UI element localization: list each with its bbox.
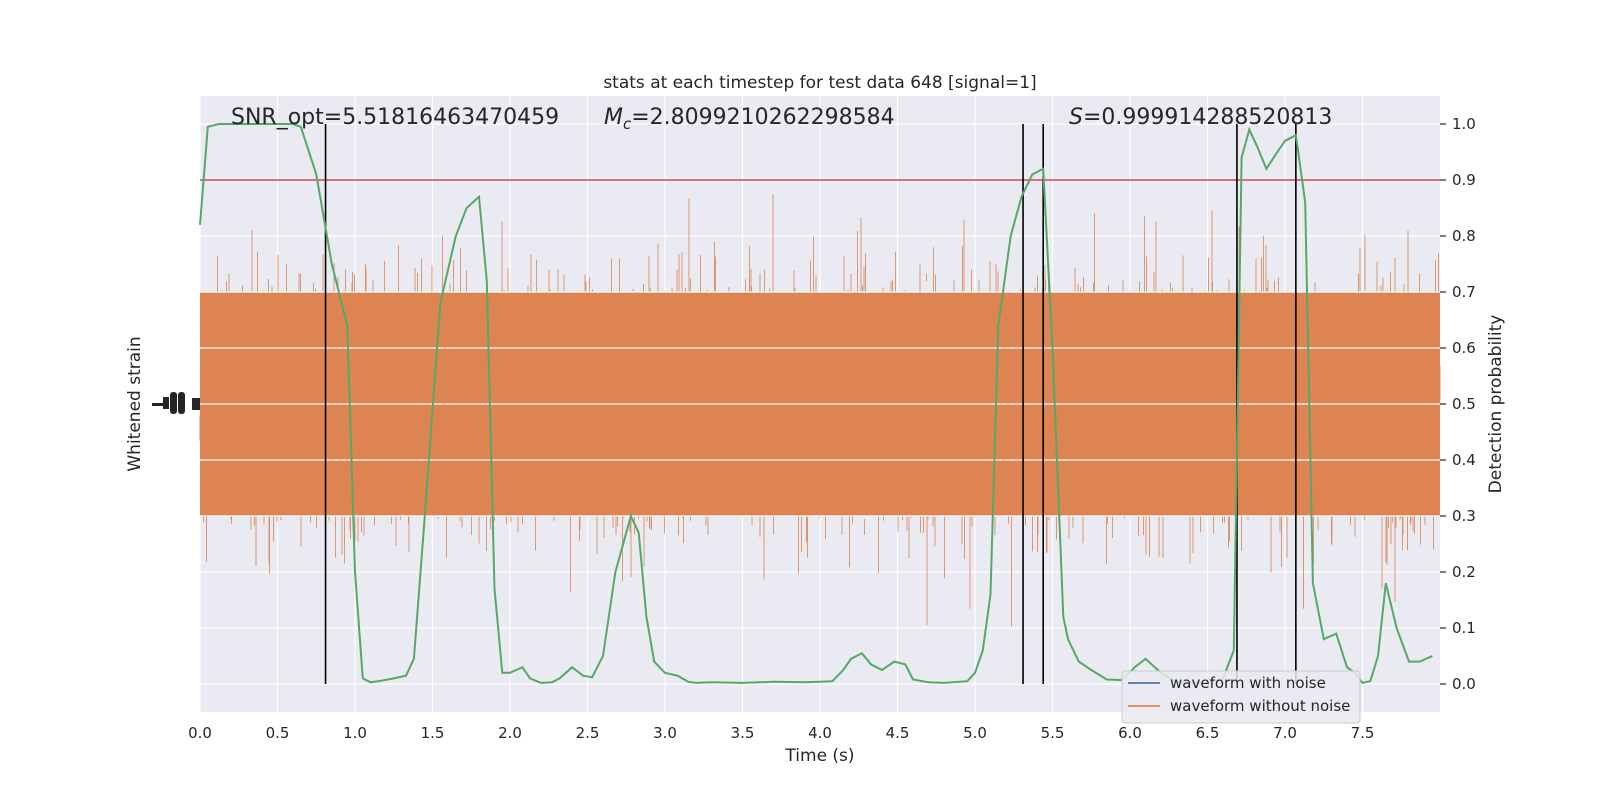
x-tick-label: 6.0 (1118, 724, 1142, 742)
x-tick-label: 7.5 (1351, 724, 1375, 742)
x-tick-label: 0.0 (188, 724, 212, 742)
y-tick-label: 0.6 (1452, 339, 1476, 357)
x-tick-label: 7.0 (1273, 724, 1297, 742)
x-tick-label: 0.5 (266, 724, 290, 742)
x-tick-label: 3.0 (653, 724, 677, 742)
legend-box (1121, 670, 1361, 724)
x-tick-label: 1.0 (343, 724, 367, 742)
x-tick-label: 1.5 (421, 724, 445, 742)
y-axis-label-left: Whitened strain (125, 336, 145, 471)
y-tick-label: 0.4 (1452, 451, 1476, 469)
y-tick-label: 0.3 (1452, 507, 1476, 525)
y-tick-label: 0.2 (1452, 563, 1476, 581)
y-tick-label: 0.7 (1452, 283, 1476, 301)
chirp-mass-subscript: c (623, 115, 632, 133)
chirp-mass-value: =2.8099210262298584 (631, 105, 894, 130)
x-tick-label: 3.5 (731, 724, 755, 742)
whitened-strain-series (199, 194, 1441, 627)
detection-probability-series (199, 123, 1433, 685)
left-tick-mark (152, 403, 164, 406)
chirp-mass-symbol: M (604, 105, 623, 130)
left-tick-mark (178, 392, 185, 414)
x-tick-label: 6.5 (1196, 724, 1220, 742)
legend-label-with-noise: waveform with noise (1170, 674, 1326, 692)
x-tick-label: 2.5 (576, 724, 600, 742)
detection-probability-line (199, 123, 1433, 685)
vertical-lines (324, 124, 1297, 684)
x-tick-label: 4.0 (808, 724, 832, 742)
left-tick-mark (163, 397, 169, 409)
chart-title: stats at each timestep for test data 648… (603, 73, 1036, 93)
x-axis-label: Time (s) (784, 746, 854, 766)
score-symbol: S (1069, 105, 1083, 130)
chirp-mass-annotation: Mc=2.8099210262298584 (604, 105, 895, 133)
snr-annotation: SNR_opt=5.51816463470459 (231, 105, 559, 130)
left-tick-mark (192, 398, 200, 410)
y-tick-label: 1.0 (1452, 115, 1476, 133)
y-tick-labels: 0.0 0.1 0.2 0.3 0.4 0.5 0.6 0.7 0.8 0.9 1.0 (1440, 115, 1476, 693)
left-tick-mark (170, 392, 177, 414)
y-tick-label: 0.5 (1452, 395, 1476, 413)
left-axis-marks (152, 392, 200, 414)
y-tick-label: 0.0 (1452, 675, 1476, 693)
x-tick-label: 5.5 (1041, 724, 1065, 742)
y-tick-label: 0.9 (1452, 171, 1476, 189)
y-axis-label-right: Detection probability (1486, 315, 1506, 494)
legend: waveform with noise waveform without noi… (1121, 670, 1361, 724)
y-tick-label: 0.8 (1452, 227, 1476, 245)
x-tick-labels: 0.0 0.5 1.0 1.5 2.0 2.5 3.0 3.5 4.0 4.5 5.0 5.5 6.0 6… (188, 724, 1374, 742)
x-tick-label: 2.0 (498, 724, 522, 742)
x-tick-label: 5.0 (963, 724, 987, 742)
score-value: =0.999914288520813 (1083, 105, 1332, 130)
y-tick-label: 0.1 (1452, 619, 1476, 637)
score-annotation: S=0.999914288520813 (1069, 105, 1332, 130)
legend-label-without-noise: waveform without noise (1170, 697, 1350, 715)
x-tick-label: 4.5 (886, 724, 910, 742)
